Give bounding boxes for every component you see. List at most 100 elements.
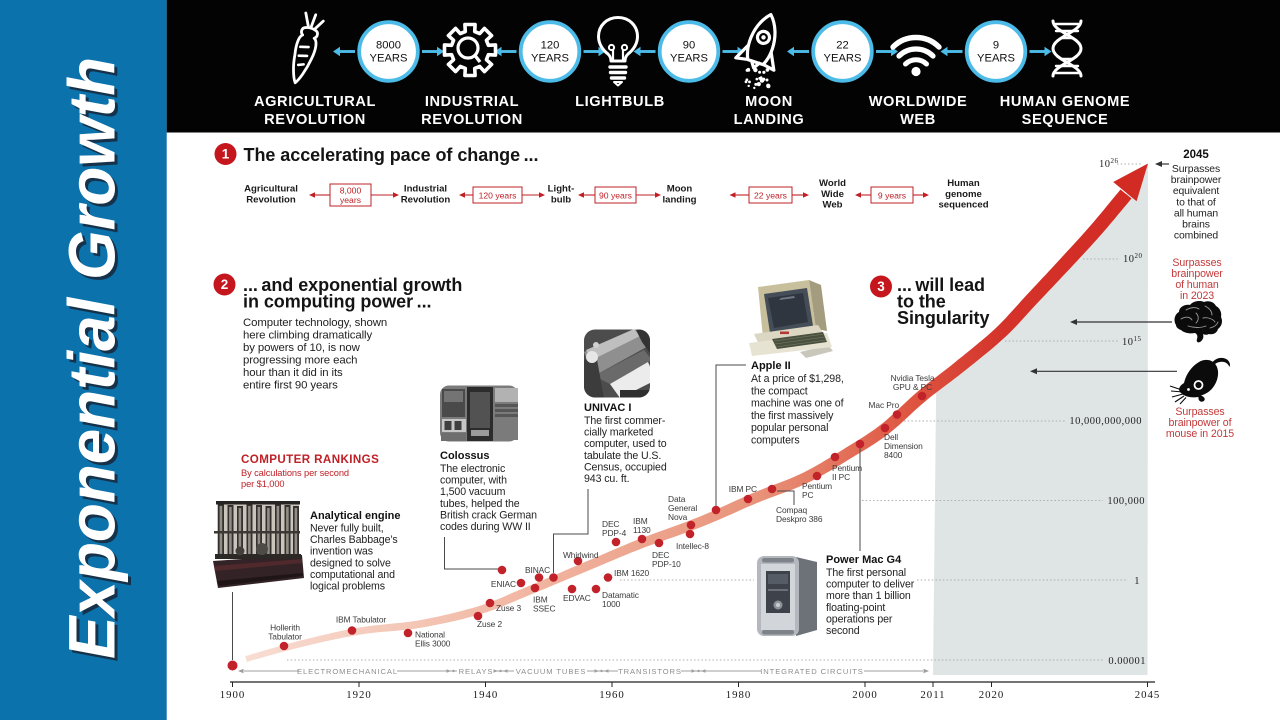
svg-text:MOON: MOON	[745, 94, 793, 110]
svg-text:computer to deliver: computer to deliver	[826, 579, 915, 591]
svg-text:sequenced: sequenced	[938, 200, 988, 211]
svg-text:Tabulator: Tabulator	[268, 632, 302, 642]
svg-text:Data: Data	[668, 494, 686, 504]
svg-text:120: 120	[541, 40, 560, 52]
svg-text:Nvidia Tesla: Nvidia Tesla	[891, 373, 935, 383]
svg-text:BINAC: BINAC	[525, 565, 550, 575]
svg-text:brainpower: brainpower	[1171, 268, 1223, 280]
svg-text:Singularity: Singularity	[897, 308, 990, 328]
svg-text:tubes, helped the: tubes, helped the	[440, 498, 520, 510]
svg-text:22: 22	[836, 40, 848, 52]
svg-text:1: 1	[222, 147, 230, 162]
svg-text:LANDING: LANDING	[734, 112, 805, 128]
svg-text:II PC: II PC	[832, 472, 850, 482]
svg-text:1940: 1940	[473, 689, 499, 701]
svg-text:machine was one of: machine was one of	[751, 398, 844, 410]
svg-text:cially marketed: cially marketed	[584, 427, 653, 439]
svg-text:Wide: Wide	[821, 189, 844, 200]
svg-text:AGRICULTURAL: AGRICULTURAL	[254, 94, 376, 110]
svg-text:landing: landing	[662, 194, 696, 205]
svg-text:EDVAC: EDVAC	[563, 593, 591, 603]
svg-text:3: 3	[877, 279, 885, 294]
svg-text:the first massively: the first massively	[751, 410, 834, 422]
svg-text:Nova: Nova	[668, 512, 688, 522]
svg-text:100,000: 100,000	[1107, 496, 1145, 507]
svg-text:TRANSISTORS: TRANSISTORS	[618, 667, 682, 676]
svg-text:PC: PC	[802, 490, 813, 500]
svg-text:YEARS: YEARS	[531, 53, 569, 65]
svg-text:HUMAN GENOME: HUMAN GENOME	[1000, 94, 1130, 110]
svg-text:in 2023: in 2023	[1180, 290, 1214, 302]
svg-text:more than 1 billion: more than 1 billion	[826, 590, 911, 602]
svg-text:brains: brains	[1182, 220, 1210, 231]
svg-text:120 years: 120 years	[479, 191, 517, 201]
svg-text:invention was: invention was	[310, 546, 373, 558]
svg-text:DEC: DEC	[602, 519, 619, 529]
svg-text:Revolution: Revolution	[246, 194, 296, 205]
svg-text:floating-point: floating-point	[826, 602, 885, 614]
svg-text:computational and: computational and	[310, 569, 395, 581]
svg-text:1920: 1920	[346, 689, 372, 701]
svg-text:Compaq: Compaq	[776, 505, 807, 515]
svg-text:0.00001: 0.00001	[1108, 656, 1146, 667]
svg-text:Surpasses: Surpasses	[1175, 406, 1224, 418]
svg-text:Industrial: Industrial	[404, 184, 447, 195]
svg-text:bulb: bulb	[551, 194, 571, 205]
svg-text:1960: 1960	[599, 689, 625, 701]
svg-text:Light-: Light-	[548, 184, 575, 195]
svg-text:Web: Web	[822, 200, 842, 211]
svg-text:PDP-10: PDP-10	[652, 559, 681, 569]
svg-text:by powers of 10, is now: by powers of 10, is now	[243, 342, 361, 354]
svg-text:to that of: to that of	[1176, 197, 1216, 208]
svg-text:WEB: WEB	[900, 112, 936, 128]
svg-text:LIGHTBULB: LIGHTBULB	[575, 94, 665, 110]
svg-text:Zuse 3: Zuse 3	[496, 603, 521, 613]
svg-text:tabulate the U.S.: tabulate the U.S.	[584, 450, 661, 462]
svg-text:logical problems: logical problems	[310, 581, 385, 593]
svg-text:second: second	[826, 625, 860, 637]
svg-text:Zuse 2: Zuse 2	[477, 619, 502, 629]
svg-text:Exponential Growth: Exponential Growth	[55, 57, 129, 659]
svg-text:in computing power ...: in computing power ...	[243, 292, 432, 312]
svg-text:COMPUTER RANKINGS: COMPUTER RANKINGS	[241, 453, 379, 466]
svg-text:Deskpro 386: Deskpro 386	[776, 514, 823, 524]
svg-text:computer, with: computer, with	[440, 475, 507, 487]
svg-text:Revolution: Revolution	[401, 194, 451, 205]
svg-text:2045: 2045	[1135, 689, 1161, 701]
svg-text:Exponential Growth: Exponential Growth	[58, 60, 132, 662]
svg-text:2045: 2045	[1183, 149, 1209, 161]
svg-text:INDUSTRIAL: INDUSTRIAL	[425, 94, 519, 110]
svg-text:Datamatic: Datamatic	[602, 590, 639, 600]
svg-text:SSEC: SSEC	[533, 604, 555, 614]
svg-text:VACUUM TUBES: VACUUM TUBES	[516, 667, 586, 676]
svg-text:IBM: IBM	[533, 595, 548, 605]
svg-text:ELECTROMECHANICAL: ELECTROMECHANICAL	[297, 667, 398, 676]
svg-text:1900: 1900	[220, 689, 246, 701]
svg-text:2000: 2000	[852, 689, 878, 701]
svg-text:1130: 1130	[633, 525, 651, 535]
svg-text:IBM 1620: IBM 1620	[614, 568, 649, 578]
svg-text:designed to solve: designed to solve	[310, 557, 391, 569]
svg-text:National: National	[415, 630, 445, 640]
svg-text:9: 9	[993, 40, 999, 52]
svg-text:REVOLUTION: REVOLUTION	[264, 112, 366, 128]
svg-text:8,000: 8,000	[340, 186, 362, 196]
svg-text:IBM Tabulator: IBM Tabulator	[336, 615, 387, 625]
svg-text:years: years	[340, 195, 361, 205]
svg-text:World: World	[819, 178, 846, 189]
svg-text:here climbing dramatically: here climbing dramatically	[243, 330, 372, 342]
svg-text:1,500 vacuum: 1,500 vacuum	[440, 486, 506, 498]
svg-text:8400: 8400	[884, 450, 903, 460]
svg-text:Colossus: Colossus	[440, 450, 490, 462]
svg-text:Computer technology, shown: Computer technology, shown	[243, 317, 387, 329]
svg-text:1000: 1000	[602, 599, 621, 609]
svg-text:Apple II: Apple II	[751, 360, 791, 372]
svg-text:Surpasses: Surpasses	[1172, 164, 1220, 175]
svg-text:Human: Human	[947, 178, 980, 189]
svg-text:Agricultural: Agricultural	[244, 184, 298, 195]
svg-text:Moon: Moon	[667, 184, 693, 195]
svg-text:2020: 2020	[979, 689, 1005, 701]
svg-text:REVOLUTION: REVOLUTION	[421, 112, 523, 128]
svg-text:the compact: the compact	[751, 385, 808, 397]
svg-text:Never fully built,: Never fully built,	[310, 523, 384, 535]
